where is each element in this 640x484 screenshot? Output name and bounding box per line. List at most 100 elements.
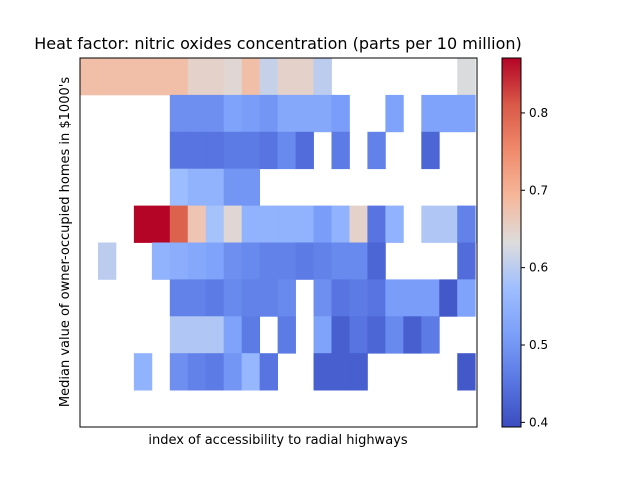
heatmap-cell [421,279,440,317]
heatmap-cells [80,58,478,391]
heatmap-cell [385,205,404,243]
heatmap-cell [169,353,189,391]
heatmap-cell [187,58,207,96]
heatmap-cell [187,168,207,206]
heatmap-cell [223,242,243,280]
heatmap-cell [331,316,350,354]
heatmap-cell [331,279,350,317]
heatmap-cell [259,94,278,133]
heatmap-cell [97,242,117,280]
heatmap-cell [205,279,225,317]
heatmap-cell [367,279,386,317]
heatmap-cell [205,58,225,96]
heatmap-cell [313,353,332,391]
heatmap-cell [259,279,278,317]
heatmap-cell [205,94,225,133]
heatmap-cell [349,205,368,243]
heatmap-cell [223,353,243,391]
heatmap-cell [223,58,243,96]
heatmap-cell [187,353,207,391]
heatmap-cell [223,279,243,317]
heatmap-cell [421,94,440,133]
colorbar: 0.4 0.5 0.6 0.7 0.8 [501,57,548,429]
heatmap-cell [151,58,171,96]
x-axis-label: index of accessibility to radial highway… [148,433,407,448]
heatmap-cell [187,316,207,354]
heatmap-cell [313,58,332,96]
heatmap-cell [151,242,171,280]
heatmap-cell [133,58,153,96]
heatmap-cell [241,94,261,133]
heatmap-cell [313,316,332,354]
heatmap-cell [403,316,422,354]
heatmap-cell [80,58,99,96]
heatmap-cell [277,279,296,317]
heatmap-cell [205,131,225,170]
heatmap-cell [205,316,225,354]
heatmap-cell [313,205,332,243]
plot-frame [79,57,478,428]
heatmap-cell [259,58,278,96]
heatmap-cell [295,58,314,96]
heatmap-cell [277,316,296,354]
heatmap-cell [367,131,386,170]
heatmap-cell [259,131,278,170]
colorbar-gradient [502,58,521,427]
heatmap-cell [259,353,278,391]
heatmap-cell [133,205,153,243]
colorbar-tick-label: 0.4 [529,415,548,429]
heatmap-cell [457,242,476,280]
heatmap-cell [313,279,332,317]
heatmap-cell [223,168,243,206]
heatmap-cell [421,316,440,354]
heatmap-cell [223,131,243,170]
heatmap-cell [457,94,476,133]
heatmap-cell [241,131,261,170]
heatmap-cell [295,131,314,170]
heatmap-cell [205,242,225,280]
colorbar-tick-label: 0.6 [529,261,548,275]
heatmap-cell [349,353,368,391]
heatmap-cell [367,316,386,354]
heatmap-cell [331,353,350,391]
heatmap-cell [277,58,296,96]
chart-title: Heat factor: nitric oxides concentration… [34,34,522,53]
heatmap-cell [295,242,314,280]
heatmap-cell [349,279,368,317]
heatmap-cell [241,279,261,317]
heatmap-cell [169,58,189,96]
heatmap-cell [205,168,225,206]
colorbar-tick-label: 0.5 [529,338,548,352]
y-axis-label: Median value of owner-occupied homes in … [58,77,73,407]
heatmap-cell [97,58,117,96]
heatmap-cell [151,205,171,243]
heatmap-cell [241,205,261,243]
heatmap-cell [385,94,404,133]
heatmap-cell [421,131,440,170]
heatmap-cell [313,94,332,133]
heatmap-cell [133,353,153,391]
heatmap-cell [457,279,476,317]
heatmap-cell [349,316,368,354]
heatmap-cell [457,58,476,96]
colorbar-tick-label: 0.8 [529,106,548,120]
heatmap-cell [241,316,261,354]
heatmap-cell [187,205,207,243]
heatmap-cell [331,94,350,133]
heatmap-cell [169,168,189,206]
heatmap-cell [223,316,243,354]
heatmap-cell [241,168,261,206]
heatmap-cell [169,94,189,133]
heatmap-cell [439,205,458,243]
heatmap-cell [385,279,404,317]
heatmap-cell [349,242,368,280]
heatmap-cell [223,94,243,133]
heatmap-cell [241,58,261,96]
colorbar-tick-label: 0.7 [529,183,548,197]
heatmap-cell [295,205,314,243]
heatmap-cell [169,279,189,317]
heatmap-cell [187,279,207,317]
heatmap-cell [241,242,261,280]
heatmap-cell [187,131,207,170]
heatmap-cell [385,316,404,354]
